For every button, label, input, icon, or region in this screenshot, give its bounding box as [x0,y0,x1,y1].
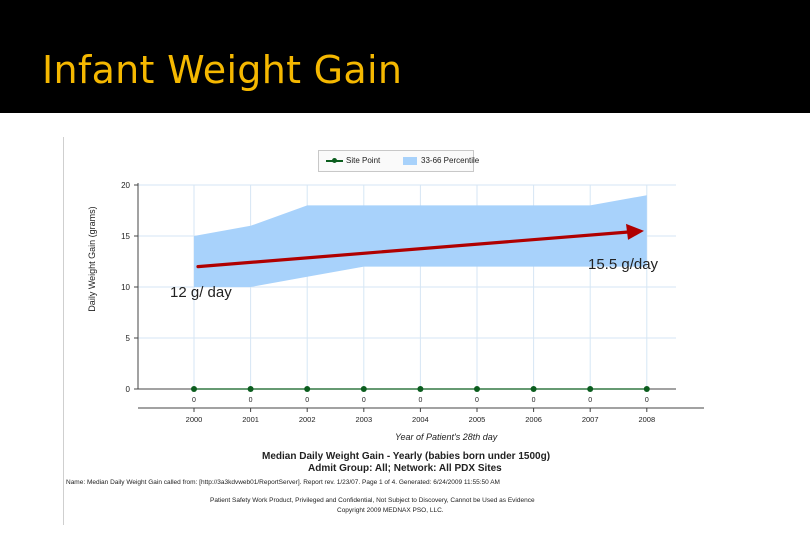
percentile-band [194,195,647,287]
site-point-marker [247,386,254,392]
percentile-legend-swatch [403,157,417,165]
site-point-value-label: 0 [305,397,309,404]
report-footer: Name: Median Daily Weight Gain called fr… [66,479,500,486]
y-tick-label: 5 [126,334,131,343]
x-tick-label: 2000 [186,415,203,424]
site-point-value-label: 0 [362,397,366,404]
x-tick-label: 2003 [355,415,372,424]
copyright-notice: Copyright 2009 MEDNAX PSO, LLC. [337,507,444,514]
site-point-legend-marker [332,158,337,163]
x-tick-label: 2007 [582,415,599,424]
x-tick-label: 2004 [412,415,429,424]
confidentiality-notice: Patient Safety Work Product, Privileged … [210,497,535,504]
site-point-marker [417,386,424,392]
site-point-marker [530,386,537,392]
site-point-marker [643,386,650,392]
y-axis-label: Daily Weight Gain (grams) [87,206,97,312]
site-point-marker [191,386,197,392]
title-bar: Infant Weight Gain [0,0,810,113]
y-tick-label: 20 [121,181,130,190]
report-frame [63,137,706,525]
site-point-value-label: 0 [418,397,422,404]
y-tick-label: 0 [126,385,131,394]
site-point-value-label: 0 [588,397,592,404]
site-point-marker [304,386,311,392]
site-point-value-label: 0 [532,397,536,404]
trend-end-annotation: 15.5 g/day [588,256,659,273]
site-point-marker [360,386,367,392]
site-point-marker [587,386,594,392]
report-subtitle: Admit Group: All; Network: All PDX Sites [308,463,502,474]
legend-percentile: 33-66 Percentile [421,156,480,165]
slide-title: Infant Weight Gain [42,48,403,92]
legend-site-point: Site Point [346,156,381,165]
site-point-value-label: 0 [645,397,649,404]
trend-start-annotation: 12 g/ day [170,284,232,301]
site-point-value-label: 0 [475,397,479,404]
x-axis-label: Year of Patient's 28th day [395,432,498,442]
site-point-value-label: 0 [249,397,253,404]
y-tick-label: 15 [121,232,130,241]
trend-arrow-head [626,223,644,240]
y-tick-label: 10 [121,283,130,292]
x-tick-label: 2002 [299,415,316,424]
chart-legend: Site Point 33-66 Percentile [318,150,479,172]
x-tick-label: 2008 [638,415,655,424]
site-point-value-label: 0 [192,397,196,404]
report-title: Median Daily Weight Gain - Yearly (babie… [262,451,551,462]
trend-arrow-line [196,230,632,269]
x-tick-label: 2001 [242,415,259,424]
x-tick-label: 2005 [469,415,486,424]
site-point-marker [474,386,480,392]
x-tick-label: 2006 [525,415,542,424]
